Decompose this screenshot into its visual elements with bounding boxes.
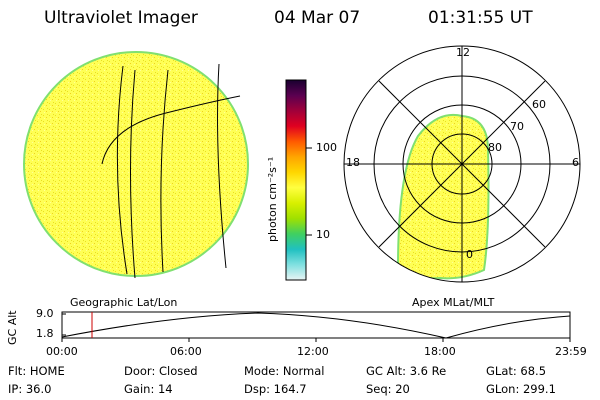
mlt-label-0: 0: [466, 248, 473, 261]
time-tick-0600: 06:00: [170, 345, 202, 358]
mlat-label-70: 70: [510, 120, 524, 133]
time-tick-1800: 18:00: [424, 345, 456, 358]
earth-disk: [23, 51, 249, 277]
info-seq: Seq: 20: [366, 382, 410, 396]
mlat-label-80: 80: [488, 141, 502, 154]
info-dsp: Dsp: 164.7: [244, 382, 307, 396]
altitude-ytick-low: 1.8: [36, 327, 54, 340]
altitude-plot: [61, 311, 571, 342]
latitude-line: [101, 95, 241, 165]
geographic-panel-label: Geographic Lat/Lon: [70, 296, 178, 309]
time-tick-2359: 23:59: [555, 345, 587, 358]
mlt-label-18: 18: [346, 156, 360, 169]
info-gain: Gain: 14: [124, 382, 173, 396]
info-glat: GLat: 68.5: [486, 364, 547, 378]
instrument-title: Ultraviolet Imager: [44, 8, 198, 28]
mlt-diagonal-2: [378, 80, 546, 248]
geographic-image-panel: [23, 51, 249, 279]
colorbar-tick-10: 10: [316, 228, 330, 241]
apex-panel-label: Apex MLat/MLT: [412, 296, 495, 309]
colorbar-tick-100: 100: [316, 141, 337, 154]
time-tick-0000: 00:00: [46, 345, 78, 358]
auroral-oval: [396, 114, 490, 280]
altitude-ytick-high: 9.0: [36, 307, 54, 320]
observation-time: 01:31:55 UT: [428, 8, 533, 28]
info-door: Door: Closed: [124, 364, 198, 378]
info-glon: GLon: 299.1: [486, 382, 556, 396]
mlat-label-60: 60: [532, 98, 546, 111]
info-gc-alt: GC Alt: 3.6 Re: [366, 364, 447, 378]
altitude-ylabel: GC Alt: [6, 310, 19, 345]
info-flight: Flt: HOME: [8, 364, 65, 378]
longitude-lines: [116, 63, 227, 279]
colorbar-unit-label: photon cm⁻²s⁻¹: [266, 156, 279, 242]
mlt-label-6: 6: [572, 156, 579, 169]
info-mode: Mode: Normal: [244, 364, 325, 378]
altitude-curve: [61, 312, 571, 339]
colorbar: [285, 79, 312, 281]
polar-image-panel: [343, 45, 581, 283]
mlt-label-12: 12: [456, 46, 470, 59]
time-tick-1200: 12:00: [297, 345, 329, 358]
observation-date: 04 Mar 07: [274, 8, 361, 28]
info-ip: IP: 36.0: [8, 382, 52, 396]
